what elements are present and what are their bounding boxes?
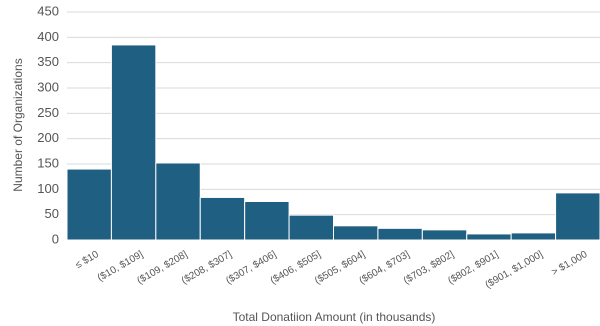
y-axis-ticks: 0 50 100 150 200 250 300 350 400 450 bbox=[37, 3, 59, 246]
histogram-bar bbox=[288, 214, 335, 241]
y-tick-label: 350 bbox=[37, 54, 59, 69]
y-tick-label: 300 bbox=[37, 79, 59, 94]
x-tick-label: ≤ $10 bbox=[74, 249, 101, 271]
histogram-bar bbox=[377, 227, 423, 241]
y-tick-label: 250 bbox=[37, 105, 59, 120]
histogram-bar bbox=[333, 225, 379, 241]
histogram-bar bbox=[555, 192, 600, 241]
y-tick-label: 200 bbox=[37, 130, 59, 145]
x-axis-title: Total Donatiion Amount (in thousands) bbox=[233, 310, 436, 324]
y-tick-label: 150 bbox=[37, 155, 59, 170]
y-tick-label: 450 bbox=[37, 3, 59, 18]
y-tick-label: 100 bbox=[37, 181, 59, 196]
histogram-bar bbox=[510, 232, 557, 241]
histogram-bar bbox=[244, 200, 290, 241]
y-tick-label: 0 bbox=[52, 231, 59, 246]
y-tick-label: 400 bbox=[37, 29, 59, 44]
y-axis-title: Number of Organizations bbox=[11, 58, 25, 191]
histogram-bar bbox=[466, 233, 512, 241]
histogram-bar bbox=[110, 44, 157, 241]
histogram-bar bbox=[421, 229, 468, 241]
histogram-bar bbox=[66, 168, 112, 241]
histogram-bar bbox=[155, 162, 201, 241]
bars bbox=[66, 44, 600, 241]
x-axis-ticks: ≤ $10($10, $109]($109, $208]($208, $307]… bbox=[74, 249, 590, 291]
y-tick-label: 50 bbox=[45, 206, 59, 221]
x-tick-label: > $1,000 bbox=[550, 249, 590, 278]
histogram-bar bbox=[199, 196, 246, 241]
